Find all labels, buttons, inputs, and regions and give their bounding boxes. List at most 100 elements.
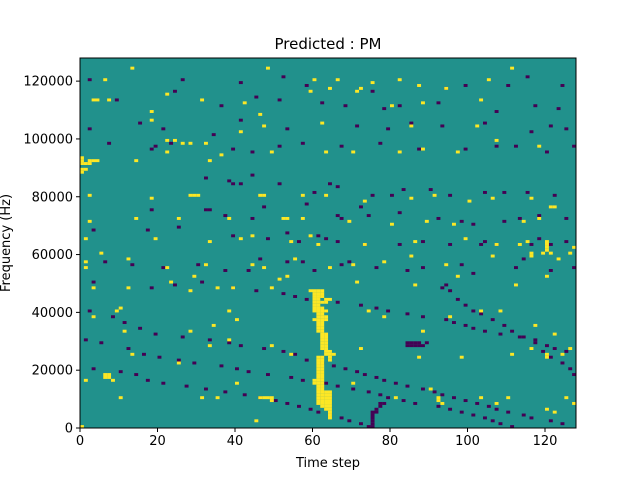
heatmap-cell-high xyxy=(324,390,329,394)
heatmap-cell-high xyxy=(231,286,236,290)
heatmap-cell-low xyxy=(533,104,538,108)
heatmap-cell-low xyxy=(405,312,410,316)
heatmap-cell-low xyxy=(386,396,391,400)
heatmap-cell-high xyxy=(316,367,321,371)
heatmap-cell-high xyxy=(417,84,422,87)
heatmap-cell-low xyxy=(359,303,363,307)
heatmap-cell-low xyxy=(99,341,104,345)
heatmap-cell-high xyxy=(258,193,263,197)
heatmap-cell-high xyxy=(316,384,321,388)
heatmap-cell-low xyxy=(471,222,476,226)
heatmap-cell-low xyxy=(413,401,418,405)
heatmap-cell-low xyxy=(471,271,476,275)
heatmap-cell-high xyxy=(529,254,534,258)
heatmap-cell-high xyxy=(269,396,274,400)
heatmap-cell-low xyxy=(560,361,565,365)
heatmap-cell-high xyxy=(324,150,329,154)
heatmap-cell-low xyxy=(142,352,146,356)
heatmap-cell-high xyxy=(328,410,332,414)
heatmap-cell-low xyxy=(161,381,166,385)
heatmap-cell-low xyxy=(572,266,577,270)
heatmap-cell-low xyxy=(304,202,309,206)
heatmap-cell-high xyxy=(80,170,84,174)
heatmap-cell-high xyxy=(320,396,325,400)
heatmap-cell-high xyxy=(316,393,321,397)
heatmap-cell-high xyxy=(382,260,387,264)
heatmap-cell-high xyxy=(328,416,332,420)
heatmap-cell-high xyxy=(324,344,329,348)
heatmap-cell-high xyxy=(320,364,325,368)
heatmap-cell-high xyxy=(91,315,96,319)
heatmap-cell-low xyxy=(335,185,340,189)
heatmap-cell-high xyxy=(479,309,484,313)
heatmap-cell-high xyxy=(95,98,100,102)
heatmap-cell-low xyxy=(525,190,530,194)
heatmap-cell-high xyxy=(533,323,538,327)
heatmap-cell-low xyxy=(254,95,259,99)
heatmap-cell-low xyxy=(149,208,154,212)
heatmap-cell-high xyxy=(494,401,499,405)
heatmap-cell-low xyxy=(397,104,402,108)
heatmap-cell-high xyxy=(320,306,325,310)
heatmap-cell-high xyxy=(289,352,294,356)
heatmap-cell-low xyxy=(459,219,464,223)
heatmap-cell-low xyxy=(196,263,201,267)
heatmap-cell-low xyxy=(312,190,317,194)
heatmap-cell-low xyxy=(355,124,360,128)
heatmap-cell-high xyxy=(390,222,394,226)
heatmap-cells xyxy=(80,66,577,429)
heatmap-cell-high xyxy=(165,266,170,270)
heatmap-cell-high xyxy=(316,297,321,301)
heatmap-cell-low xyxy=(463,399,468,403)
heatmap-cell-low xyxy=(506,84,511,87)
heatmap-cell-low xyxy=(266,373,270,377)
heatmap-cell-low xyxy=(250,173,255,177)
heatmap-cell-low xyxy=(308,407,313,411)
heatmap-cell-high xyxy=(320,367,325,371)
heatmap-cell-high xyxy=(91,159,96,163)
heatmap-cell-high xyxy=(455,274,460,278)
y-tick-label: 20000 xyxy=(32,364,73,379)
heatmap-cell-low xyxy=(153,144,158,148)
heatmap-cell-low xyxy=(204,208,208,212)
heatmap-cell-high xyxy=(452,222,456,226)
heatmap-cell-low xyxy=(382,378,387,382)
heatmap-cell-high xyxy=(347,219,352,223)
heatmap-cell-low xyxy=(463,84,468,87)
heatmap-cell-high xyxy=(351,150,356,154)
heatmap-cell-high xyxy=(134,159,139,163)
heatmap-cell-low xyxy=(564,240,569,244)
heatmap-cell-low xyxy=(149,147,154,151)
heatmap-cell-low xyxy=(223,390,228,394)
heatmap-cell-low xyxy=(366,390,371,394)
heatmap-cell-low xyxy=(366,425,371,429)
heatmap-cell-high xyxy=(324,407,329,411)
heatmap-cell-high xyxy=(320,401,325,405)
heatmap-cell-high xyxy=(308,289,313,293)
heatmap-cell-low xyxy=(413,341,418,345)
heatmap-cell-high xyxy=(269,150,274,154)
heatmap-cell-high xyxy=(324,300,329,304)
heatmap-cell-low xyxy=(506,410,511,414)
heatmap-cell-high xyxy=(192,274,197,278)
heatmap-cell-high xyxy=(153,237,158,241)
heatmap-cell-high xyxy=(324,332,329,336)
heatmap-cell-high xyxy=(320,315,325,319)
heatmap-cell-low xyxy=(521,335,526,339)
heatmap-cell-low xyxy=(297,404,301,408)
y-tick-label: 0 xyxy=(65,422,73,437)
heatmap-cell-low xyxy=(502,323,507,327)
heatmap-cell-low xyxy=(409,121,414,125)
heatmap-cell-low xyxy=(223,214,228,218)
heatmap-cell-low xyxy=(483,240,487,244)
heatmap-cell-low xyxy=(138,121,143,125)
heatmap-cell-high xyxy=(320,312,325,316)
heatmap-cell-low xyxy=(335,300,340,304)
heatmap-cell-low xyxy=(207,208,212,212)
x-tick-label: 20 xyxy=(149,434,166,449)
heatmap-cell-high xyxy=(192,193,197,197)
heatmap-cell-low xyxy=(300,260,305,264)
heatmap-cell-high xyxy=(312,297,317,301)
heatmap-cell-high xyxy=(312,303,317,307)
heatmap-cell-high xyxy=(312,306,317,310)
